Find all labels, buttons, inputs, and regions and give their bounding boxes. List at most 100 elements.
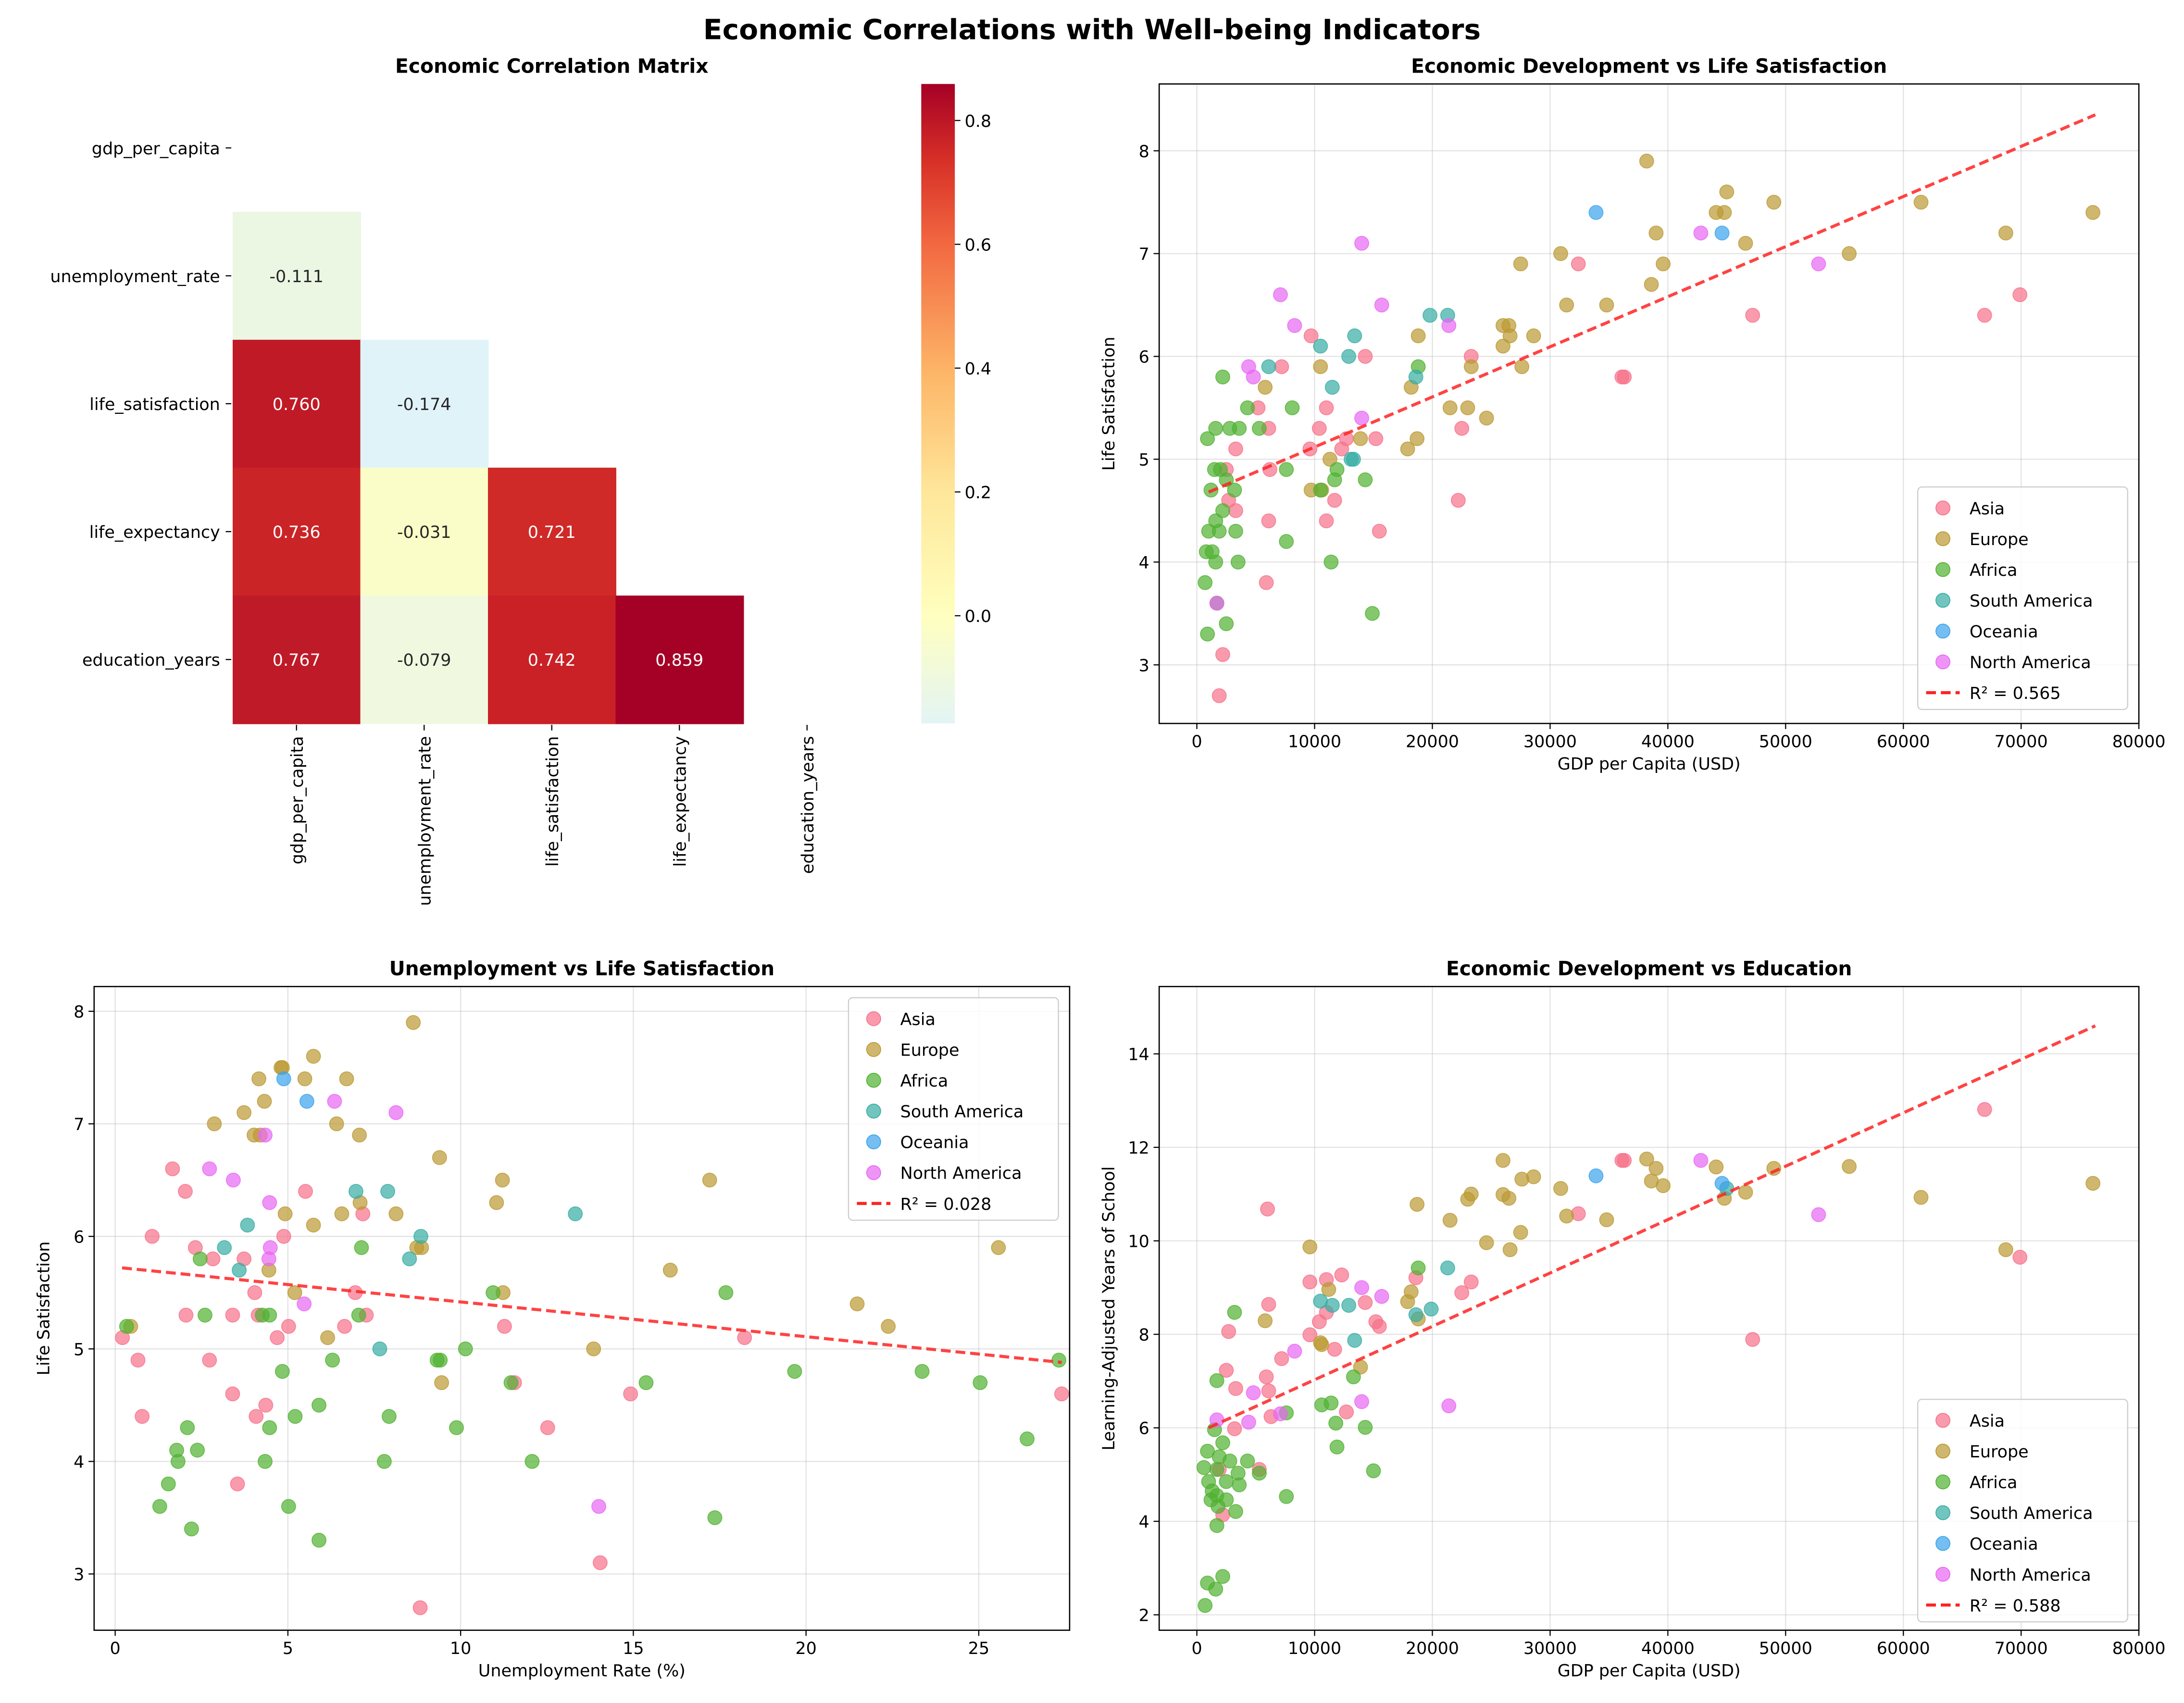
data-point <box>737 1330 752 1345</box>
data-point <box>413 1229 428 1244</box>
data-point <box>1358 349 1373 364</box>
figure-title: Economic Correlations with Well-being In… <box>703 13 1481 46</box>
data-point <box>1353 431 1368 447</box>
data-point <box>306 1049 321 1064</box>
data-point <box>1998 225 2013 241</box>
data-point <box>351 1307 366 1323</box>
y-tick-label: 6 <box>74 1228 84 1247</box>
data-point <box>1261 1383 1276 1399</box>
data-point <box>277 1206 293 1221</box>
data-point <box>352 1128 367 1143</box>
legend-marker <box>1935 1474 1950 1490</box>
data-point <box>402 1251 417 1267</box>
colorbar <box>921 84 955 724</box>
data-point <box>2085 1176 2101 1191</box>
legend-label: South America <box>1970 1504 2093 1523</box>
y-tick-label: 6 <box>1139 348 1149 367</box>
data-point <box>1400 1294 1415 1309</box>
data-point <box>1454 421 1470 436</box>
axes-frame <box>1158 986 2140 1631</box>
data-point <box>1588 1168 1604 1183</box>
data-point <box>489 1195 504 1210</box>
heatmap-title: Economic Correlation Matrix <box>395 54 708 77</box>
x-tick-label: 40000 <box>1641 733 1695 752</box>
chart-title: Unemployment vs Life Satisfaction <box>389 957 775 980</box>
data-point <box>434 1375 449 1390</box>
x-tick-label: 0 <box>1192 733 1202 752</box>
data-point <box>1354 236 1369 251</box>
data-point <box>1571 256 1586 272</box>
x-axis-label: GDP per Capita (USD) <box>1558 755 1741 774</box>
legend-marker <box>1935 531 1950 547</box>
data-point <box>388 1206 404 1221</box>
x-tick-label: life_satisfaction <box>543 736 562 867</box>
legend-label: R² = 0.028 <box>900 1195 992 1214</box>
data-point <box>1913 195 1929 210</box>
data-point <box>1346 451 1361 467</box>
data-point <box>1442 1213 1458 1228</box>
data-point <box>1279 534 1294 549</box>
data-point <box>1215 647 1230 662</box>
trend-line <box>1208 1024 2096 1430</box>
legend-marker <box>866 1042 881 1057</box>
data-point <box>1656 1178 1671 1193</box>
data-point <box>306 1218 321 1233</box>
data-point <box>376 1454 392 1469</box>
data-point <box>1313 359 1328 374</box>
data-point <box>1719 184 1735 199</box>
data-point <box>1215 1435 1230 1451</box>
legend-marker <box>866 1134 881 1150</box>
heatmap-cell <box>232 467 361 597</box>
data-point <box>388 1105 404 1120</box>
colorbar-tick-label: 0.2 <box>965 484 992 503</box>
data-point <box>258 1454 273 1469</box>
data-point <box>1410 431 1425 447</box>
data-point <box>1553 1181 1568 1196</box>
x-tick-label: 30000 <box>1523 1639 1577 1658</box>
data-point <box>1258 1313 1273 1329</box>
data-point <box>1341 349 1357 364</box>
data-point <box>1323 554 1339 570</box>
data-point <box>297 1071 312 1086</box>
data-point <box>312 1532 326 1548</box>
data-point <box>1259 1369 1274 1384</box>
data-point <box>337 1319 352 1334</box>
y-tick-label: 8 <box>1139 1326 1149 1345</box>
data-point <box>184 1521 199 1537</box>
data-point <box>1198 1598 1213 1613</box>
data-point <box>662 1262 678 1278</box>
legend-label: North America <box>1970 653 2091 672</box>
data-point <box>1200 431 1215 447</box>
data-point <box>1358 1295 1373 1310</box>
x-tick-label: 10 <box>450 1639 471 1658</box>
data-point <box>270 1330 285 1345</box>
data-point <box>180 1420 195 1435</box>
data-point <box>1311 421 1327 436</box>
y-tick-label: 7 <box>1139 245 1149 264</box>
data-point <box>1260 1201 1275 1217</box>
data-point <box>1324 1298 1340 1313</box>
data-point <box>1209 1518 1224 1533</box>
data-point <box>1714 225 1730 241</box>
x-tick-label: 10000 <box>1288 733 1341 752</box>
heatmap-cell <box>360 339 489 469</box>
data-point <box>1479 410 1494 426</box>
heatmap-cell-label: -0.174 <box>397 395 451 414</box>
y-tick-label: 4 <box>1139 1513 1149 1532</box>
legend-marker <box>1935 1566 1950 1582</box>
legend-label: Oceania <box>900 1133 969 1153</box>
data-point <box>1496 1153 1510 1168</box>
data-point <box>1496 338 1510 354</box>
data-point <box>432 1150 447 1165</box>
data-point <box>348 1184 363 1199</box>
data-point <box>1358 1420 1373 1435</box>
data-point <box>495 1172 510 1188</box>
data-point <box>1766 195 1782 210</box>
y-tick-label: 4 <box>1139 553 1149 572</box>
heatmap-cell <box>232 596 361 724</box>
legend-label: South America <box>1970 592 2093 611</box>
data-point <box>262 1195 277 1210</box>
legend: Asia Europe Africa South America Oceania Nort… <box>1917 486 2128 710</box>
data-point <box>1273 287 1288 302</box>
x-tick-label: 40000 <box>1641 1639 1695 1658</box>
